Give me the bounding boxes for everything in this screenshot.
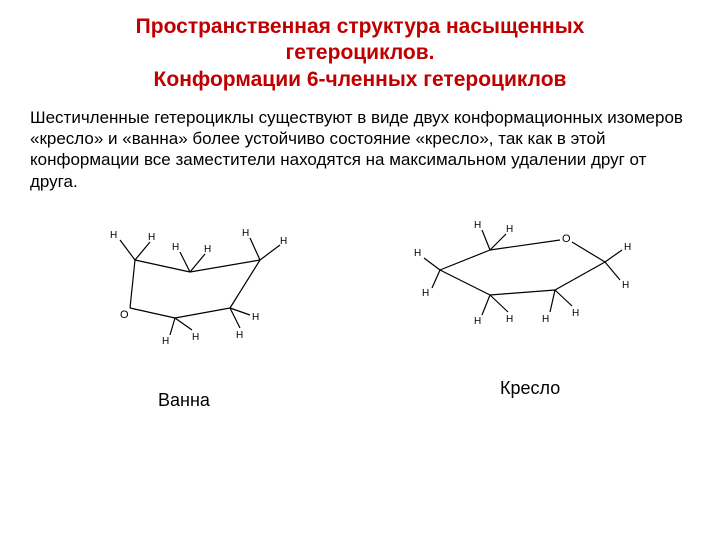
chair-H: H [622, 280, 629, 291]
boat-H: H [110, 230, 117, 241]
figures-area: O H H H H H H H H [30, 200, 690, 460]
boat-H: H [280, 236, 287, 247]
boat-structure: O H H H H H H H H [80, 200, 310, 355]
chair-H: H [474, 316, 481, 327]
boat-H: H [252, 312, 259, 323]
boat-H: H [204, 244, 211, 255]
chair-O-label: O [562, 233, 571, 245]
chair-H: H [422, 288, 429, 299]
body-paragraph: Шестичленные гетероциклы существуют в ви… [30, 107, 690, 192]
slide-title: Пространственная структура насыщенных ге… [30, 14, 690, 93]
boat-caption: Ванна [158, 390, 210, 411]
chair-structure: O H H H H H H H H [410, 200, 660, 355]
chair-H: H [414, 248, 421, 259]
chair-H: H [572, 308, 579, 319]
boat-H: H [242, 228, 249, 239]
title-line-1: Пространственная структура насыщенных [30, 14, 690, 40]
title-line-2: гетероциклов. [30, 40, 690, 66]
chair-H: H [542, 314, 549, 325]
title-line-3: Конформации 6-членных гетероциклов [30, 67, 690, 93]
boat-H: H [148, 232, 155, 243]
chair-H: H [624, 242, 631, 253]
chair-H: H [474, 220, 481, 231]
boat-H: H [192, 332, 199, 343]
chair-caption: Кресло [500, 378, 560, 399]
boat-H: H [172, 242, 179, 253]
chair-H: H [506, 224, 513, 235]
boat-O-label: O [120, 309, 129, 321]
boat-H: H [162, 336, 169, 347]
chair-H: H [506, 314, 513, 325]
boat-H: H [236, 330, 243, 341]
